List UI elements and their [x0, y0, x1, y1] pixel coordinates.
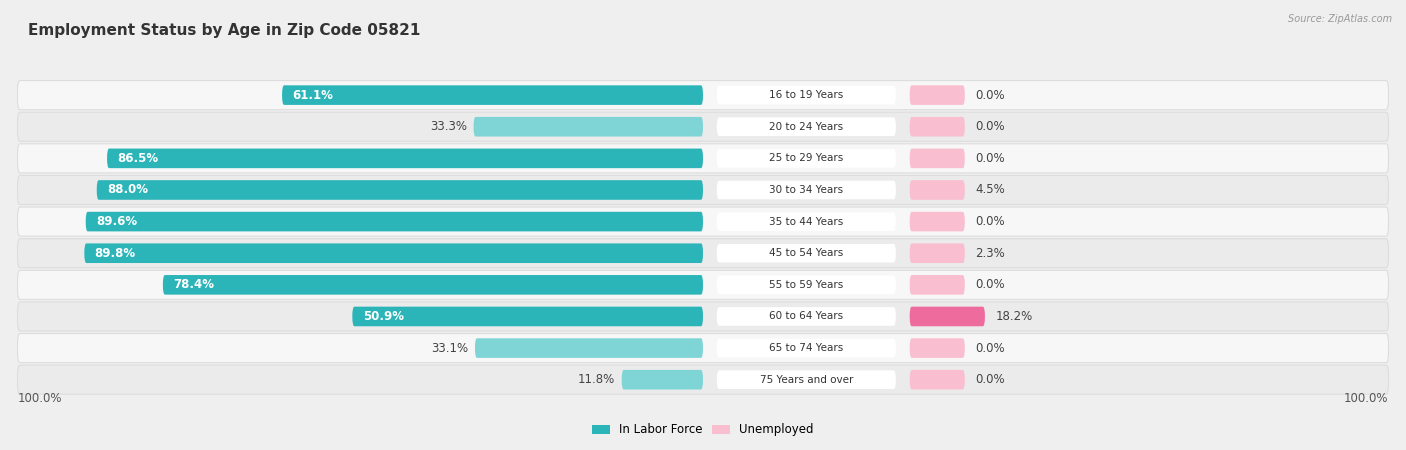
FancyBboxPatch shape — [717, 307, 896, 326]
FancyBboxPatch shape — [475, 338, 703, 358]
Text: 100.0%: 100.0% — [17, 392, 62, 405]
FancyBboxPatch shape — [717, 275, 896, 294]
Text: 60 to 64 Years: 60 to 64 Years — [769, 311, 844, 321]
Text: Employment Status by Age in Zip Code 05821: Employment Status by Age in Zip Code 058… — [28, 22, 420, 37]
Text: 55 to 59 Years: 55 to 59 Years — [769, 280, 844, 290]
Text: 2.3%: 2.3% — [976, 247, 1005, 260]
Text: 0.0%: 0.0% — [976, 279, 1005, 291]
Text: 30 to 34 Years: 30 to 34 Years — [769, 185, 844, 195]
FancyBboxPatch shape — [17, 302, 1389, 331]
Text: 11.8%: 11.8% — [578, 373, 614, 386]
Text: Source: ZipAtlas.com: Source: ZipAtlas.com — [1288, 14, 1392, 23]
FancyBboxPatch shape — [910, 306, 986, 326]
Text: 33.3%: 33.3% — [430, 120, 467, 133]
FancyBboxPatch shape — [107, 148, 703, 168]
Legend: In Labor Force, Unemployed: In Labor Force, Unemployed — [588, 419, 818, 441]
FancyBboxPatch shape — [474, 117, 703, 136]
FancyBboxPatch shape — [717, 212, 896, 231]
FancyBboxPatch shape — [717, 86, 896, 104]
FancyBboxPatch shape — [163, 275, 703, 295]
FancyBboxPatch shape — [717, 244, 896, 262]
Text: 0.0%: 0.0% — [976, 120, 1005, 133]
Text: 89.6%: 89.6% — [96, 215, 138, 228]
FancyBboxPatch shape — [17, 112, 1389, 141]
Text: 0.0%: 0.0% — [976, 89, 1005, 102]
FancyBboxPatch shape — [621, 370, 703, 390]
Text: 4.5%: 4.5% — [976, 184, 1005, 197]
FancyBboxPatch shape — [910, 275, 965, 295]
FancyBboxPatch shape — [717, 370, 896, 389]
FancyBboxPatch shape — [84, 243, 703, 263]
FancyBboxPatch shape — [910, 338, 965, 358]
Text: 100.0%: 100.0% — [1344, 392, 1389, 405]
FancyBboxPatch shape — [17, 333, 1389, 363]
Text: 20 to 24 Years: 20 to 24 Years — [769, 122, 844, 132]
Text: 86.5%: 86.5% — [118, 152, 159, 165]
Text: 78.4%: 78.4% — [173, 279, 214, 291]
Text: 65 to 74 Years: 65 to 74 Years — [769, 343, 844, 353]
FancyBboxPatch shape — [17, 176, 1389, 204]
FancyBboxPatch shape — [717, 117, 896, 136]
FancyBboxPatch shape — [910, 148, 965, 168]
Text: 16 to 19 Years: 16 to 19 Years — [769, 90, 844, 100]
FancyBboxPatch shape — [910, 212, 965, 231]
FancyBboxPatch shape — [910, 86, 965, 105]
FancyBboxPatch shape — [353, 306, 703, 326]
FancyBboxPatch shape — [717, 339, 896, 357]
FancyBboxPatch shape — [17, 270, 1389, 299]
FancyBboxPatch shape — [910, 370, 965, 390]
FancyBboxPatch shape — [717, 149, 896, 168]
FancyBboxPatch shape — [17, 144, 1389, 173]
FancyBboxPatch shape — [910, 117, 965, 136]
Text: 88.0%: 88.0% — [107, 184, 148, 197]
Text: 75 Years and over: 75 Years and over — [759, 375, 853, 385]
Text: 25 to 29 Years: 25 to 29 Years — [769, 153, 844, 163]
Text: 0.0%: 0.0% — [976, 373, 1005, 386]
Text: 45 to 54 Years: 45 to 54 Years — [769, 248, 844, 258]
FancyBboxPatch shape — [17, 81, 1389, 110]
Text: 61.1%: 61.1% — [292, 89, 333, 102]
FancyBboxPatch shape — [17, 365, 1389, 394]
FancyBboxPatch shape — [86, 212, 703, 231]
Text: 50.9%: 50.9% — [363, 310, 404, 323]
Text: 35 to 44 Years: 35 to 44 Years — [769, 216, 844, 227]
Text: 18.2%: 18.2% — [995, 310, 1032, 323]
FancyBboxPatch shape — [717, 180, 896, 199]
Text: 33.1%: 33.1% — [432, 342, 468, 355]
FancyBboxPatch shape — [17, 238, 1389, 268]
FancyBboxPatch shape — [17, 207, 1389, 236]
Text: 0.0%: 0.0% — [976, 342, 1005, 355]
FancyBboxPatch shape — [910, 180, 965, 200]
Text: 0.0%: 0.0% — [976, 215, 1005, 228]
FancyBboxPatch shape — [910, 243, 965, 263]
Text: 0.0%: 0.0% — [976, 152, 1005, 165]
Text: 89.8%: 89.8% — [94, 247, 136, 260]
FancyBboxPatch shape — [97, 180, 703, 200]
FancyBboxPatch shape — [283, 86, 703, 105]
